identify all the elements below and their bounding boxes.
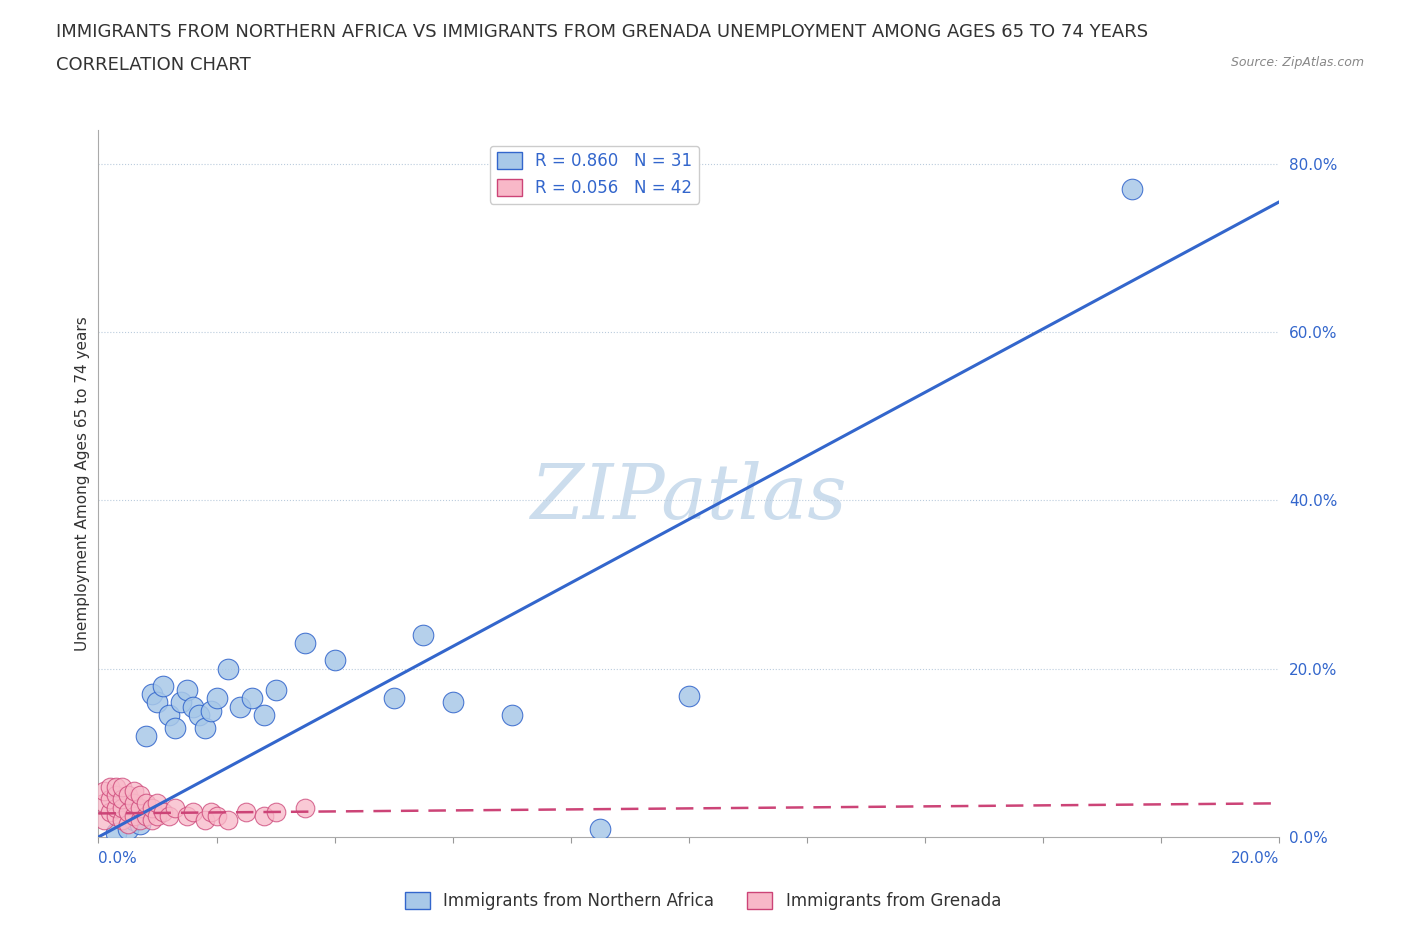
Point — [441, 695, 464, 710]
Point — [382, 691, 405, 706]
Point — [181, 699, 204, 714]
Point — [323, 653, 346, 668]
Point — [253, 808, 276, 823]
Point — [170, 695, 193, 710]
Point — [93, 783, 115, 798]
Point — [93, 813, 115, 828]
Point — [176, 683, 198, 698]
Text: Source: ZipAtlas.com: Source: ZipAtlas.com — [1230, 56, 1364, 69]
Point — [294, 636, 316, 651]
Point — [240, 691, 263, 706]
Point — [181, 804, 204, 819]
Point — [264, 683, 287, 698]
Point — [412, 628, 434, 643]
Point — [135, 808, 157, 823]
Point — [152, 804, 174, 819]
Point — [141, 686, 163, 701]
Point — [200, 804, 222, 819]
Point — [122, 796, 145, 811]
Point — [128, 800, 150, 815]
Point — [205, 691, 228, 706]
Point — [128, 817, 150, 831]
Point — [117, 821, 139, 836]
Point — [105, 800, 128, 815]
Point — [165, 720, 187, 735]
Point — [152, 678, 174, 693]
Point — [135, 796, 157, 811]
Point — [501, 708, 523, 723]
Point — [117, 817, 139, 831]
Legend: Immigrants from Northern Africa, Immigrants from Grenada: Immigrants from Northern Africa, Immigra… — [398, 885, 1008, 917]
Point — [589, 821, 612, 836]
Point — [111, 791, 134, 806]
Point — [264, 804, 287, 819]
Point — [105, 808, 128, 823]
Text: CORRELATION CHART: CORRELATION CHART — [56, 56, 252, 73]
Point — [122, 783, 145, 798]
Point — [135, 728, 157, 743]
Point — [111, 813, 134, 828]
Point — [98, 779, 121, 794]
Point — [678, 689, 700, 704]
Point — [105, 779, 128, 794]
Point — [253, 708, 276, 723]
Point — [229, 699, 252, 714]
Point — [194, 813, 217, 828]
Text: 0.0%: 0.0% — [98, 851, 138, 866]
Point — [111, 800, 134, 815]
Legend: R = 0.860   N = 31, R = 0.056   N = 42: R = 0.860 N = 31, R = 0.056 N = 42 — [491, 146, 699, 204]
Point — [98, 804, 121, 819]
Point — [187, 708, 209, 723]
Y-axis label: Unemployment Among Ages 65 to 74 years: Unemployment Among Ages 65 to 74 years — [75, 316, 90, 651]
Point — [157, 708, 180, 723]
Point — [117, 788, 139, 803]
Point — [141, 813, 163, 828]
Text: ZIPatlas: ZIPatlas — [530, 460, 848, 535]
Point — [111, 779, 134, 794]
Point — [176, 808, 198, 823]
Point — [146, 695, 169, 710]
Point — [200, 703, 222, 718]
Point — [165, 800, 187, 815]
Point — [235, 804, 257, 819]
Point — [217, 813, 239, 828]
Point — [98, 791, 121, 806]
Point — [117, 804, 139, 819]
Point — [205, 808, 228, 823]
Point — [157, 808, 180, 823]
Text: IMMIGRANTS FROM NORTHERN AFRICA VS IMMIGRANTS FROM GRENADA UNEMPLOYMENT AMONG AG: IMMIGRANTS FROM NORTHERN AFRICA VS IMMIG… — [56, 23, 1149, 41]
Point — [141, 800, 163, 815]
Point — [194, 720, 217, 735]
Point — [128, 813, 150, 828]
Point — [128, 788, 150, 803]
Point — [105, 788, 128, 803]
Point — [217, 661, 239, 676]
Text: 20.0%: 20.0% — [1232, 851, 1279, 866]
Point — [146, 808, 169, 823]
Point — [93, 796, 115, 811]
Point — [122, 813, 145, 828]
Point — [146, 796, 169, 811]
Point — [294, 800, 316, 815]
Point — [105, 825, 128, 840]
Point — [1121, 181, 1143, 196]
Point — [122, 808, 145, 823]
